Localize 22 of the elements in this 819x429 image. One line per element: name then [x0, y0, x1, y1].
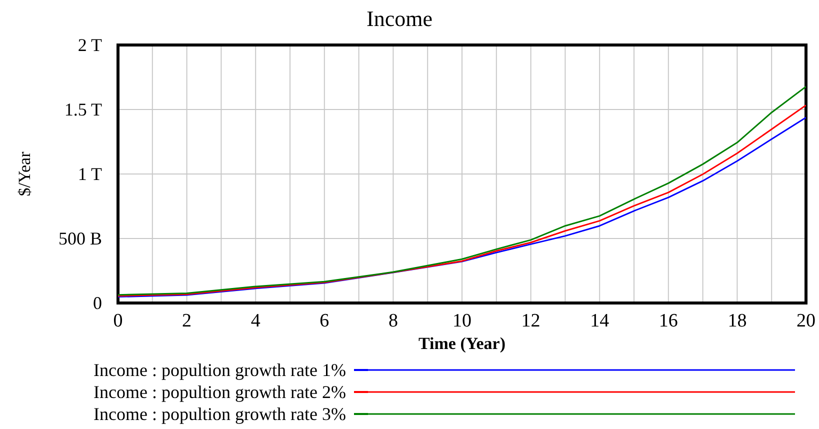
- y-tick-label: 500 B: [58, 228, 102, 248]
- x-axis-title: Time (Year): [418, 334, 506, 353]
- x-tick-label: 20: [796, 310, 816, 332]
- x-tick-label: 2: [182, 310, 192, 332]
- x-tick-label: 0: [113, 310, 123, 332]
- x-tick-label: 18: [728, 310, 747, 332]
- x-tick-label: 10: [452, 310, 472, 332]
- x-tick-label: 8: [388, 310, 398, 332]
- x-tick-label: 14: [590, 310, 610, 332]
- y-tick-label: 1 T: [78, 164, 102, 184]
- y-tick-label: 0: [93, 292, 102, 313]
- legend-label: Income : popultion growth rate 2%: [94, 382, 346, 402]
- chart-title: Income: [366, 6, 432, 31]
- x-tick-label: 12: [521, 310, 540, 332]
- x-tick-label: 16: [658, 310, 678, 332]
- legend-label: Income : popultion growth rate 1%: [94, 360, 346, 380]
- y-tick-label: 1.5 T: [64, 99, 102, 120]
- legend-label: Income : popultion growth rate 3%: [94, 404, 346, 424]
- x-tick-label: 6: [320, 310, 330, 332]
- y-axis-title: $/Year: [15, 151, 34, 196]
- y-tick-label: 2 T: [78, 34, 102, 55]
- x-tick-label: 4: [250, 310, 261, 332]
